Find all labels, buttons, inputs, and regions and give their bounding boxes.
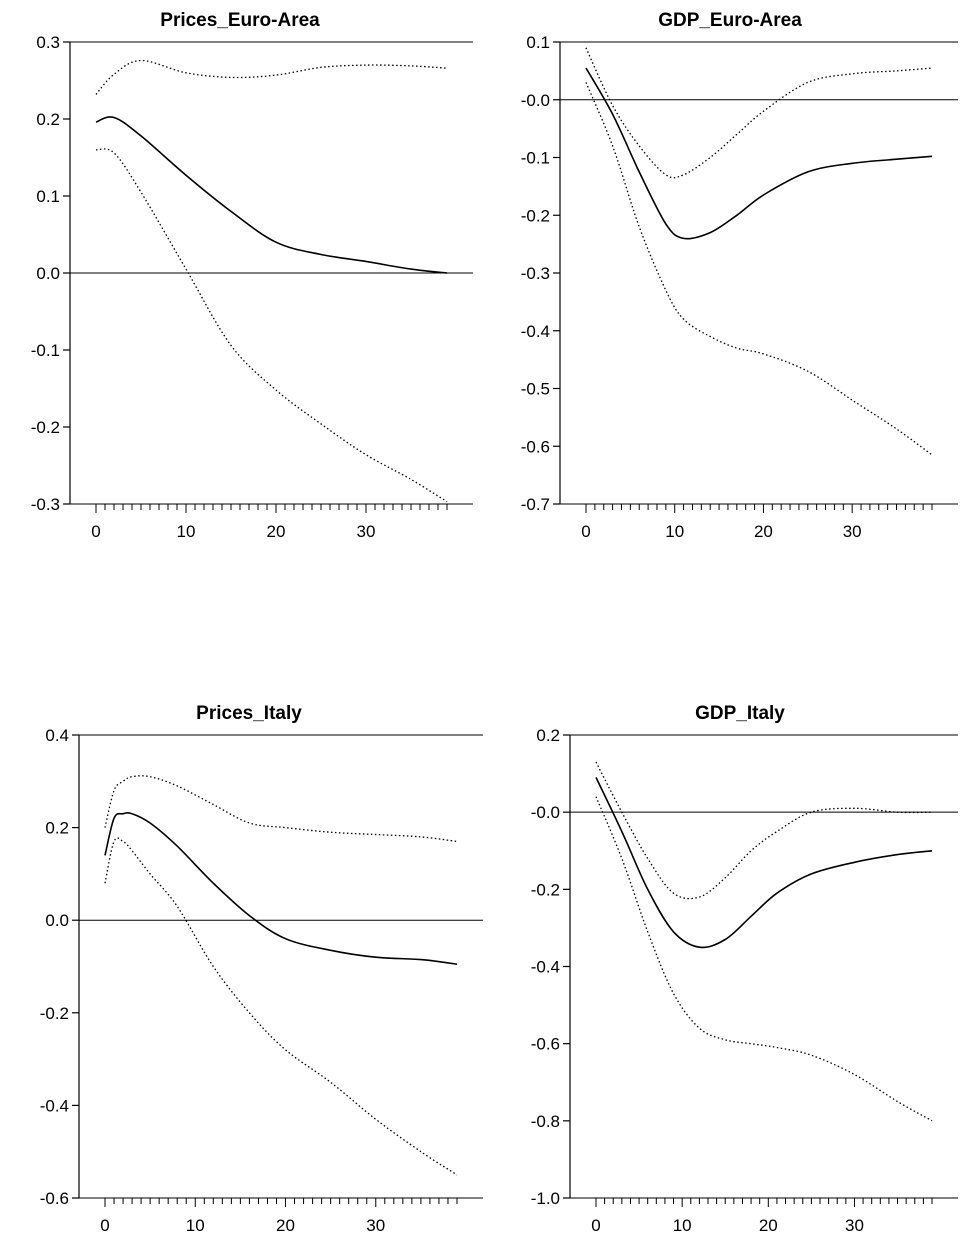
y-tick-label: 0.0	[45, 911, 69, 930]
y-tick-label: -0.1	[31, 341, 60, 360]
y-tick-label: 0.3	[36, 33, 60, 52]
y-tick-label: -0.3	[521, 264, 550, 283]
x-tick-label: 0	[581, 522, 590, 541]
y-tick-label: 0.2	[36, 110, 60, 129]
panel-title: Prices_Italy	[196, 703, 302, 724]
x-tick-label: 10	[673, 1216, 692, 1235]
y-tick-label: 0.2	[536, 726, 560, 745]
y-tick-label: -0.5	[521, 380, 550, 399]
confidence-band-line	[104, 775, 458, 843]
impulse-response-line	[585, 67, 933, 240]
x-tick-label: 10	[186, 1216, 205, 1235]
y-tick-label: -0.4	[531, 958, 560, 977]
x-tick-label: 30	[366, 1216, 385, 1235]
panel-title: GDP_Euro-Area	[658, 10, 802, 31]
y-tick-label: -0.2	[531, 880, 560, 899]
y-tick-label: -0.4	[521, 322, 550, 341]
panel-title: GDP_Italy	[695, 703, 785, 724]
y-tick-label: -0.2	[40, 1004, 69, 1023]
panel-0: Prices_Euro-Area 0.3 0.2 0.1 0.0 -0.1 -0.2 -0.3…	[31, 10, 473, 541]
y-tick-label: -0.7	[521, 495, 550, 514]
confidence-band-line	[95, 148, 448, 503]
y-tick-label: 0.0	[36, 264, 60, 283]
confidence-band-line	[104, 837, 458, 1176]
confidence-band-line	[95, 59, 448, 95]
x-tick-label: 10	[665, 522, 684, 541]
impulse-response-line	[95, 116, 448, 274]
x-tick-label: 10	[177, 522, 196, 541]
confidence-band-line	[585, 82, 933, 456]
panel-2: Prices_Italy 0.4 0.2 0.0 -0.2 -0.4 -0.6 0 10 20 30	[40, 703, 483, 1235]
confidence-band-line	[595, 796, 933, 1122]
panel-title: Prices_Euro-Area	[160, 10, 320, 31]
y-tick-label: -0.1	[521, 149, 550, 168]
x-tick-label: 30	[845, 1216, 864, 1235]
confidence-band-line	[595, 761, 933, 900]
y-tick-label: -0.6	[40, 1189, 69, 1208]
x-tick-label: 20	[759, 1216, 778, 1235]
y-tick-label: -0.6	[521, 437, 550, 456]
y-tick-label: -0.6	[531, 1035, 560, 1054]
x-tick-label: 20	[754, 522, 773, 541]
impulse-response-line	[104, 812, 458, 965]
y-tick-label: 0.4	[45, 726, 69, 745]
y-tick-label: 0.1	[36, 187, 60, 206]
x-tick-label: 30	[843, 522, 862, 541]
y-tick-label: -0.4	[40, 1096, 69, 1115]
y-tick-label: -0.2	[31, 418, 60, 437]
x-tick-label: 0	[91, 522, 100, 541]
x-tick-label: 20	[276, 1216, 295, 1235]
y-tick-label: -1.0	[531, 1189, 560, 1208]
y-tick-label: 0.1	[526, 33, 550, 52]
y-tick-label: -0.0	[531, 803, 560, 822]
x-tick-label: 30	[357, 522, 376, 541]
impulse-response-line	[595, 777, 933, 949]
y-tick-label: -0.3	[31, 495, 60, 514]
panel-1: GDP_Euro-Area 0.1 -0.0 -0.1 -0.2 -0.3 -0.4 -0.5…	[521, 10, 958, 541]
x-tick-label: 20	[267, 522, 286, 541]
x-tick-label: 0	[591, 1216, 600, 1235]
confidence-band-line	[585, 47, 933, 179]
y-tick-label: 0.2	[45, 819, 69, 838]
x-tick-label: 0	[100, 1216, 109, 1235]
y-tick-label: -0.2	[521, 206, 550, 225]
y-tick-label: -0.8	[531, 1112, 560, 1131]
panel-3: GDP_Italy 0.2 -0.0 -0.2 -0.4 -0.6 -0.8 -1.0 0 10 2…	[531, 703, 958, 1235]
y-tick-label: -0.0	[521, 91, 550, 110]
